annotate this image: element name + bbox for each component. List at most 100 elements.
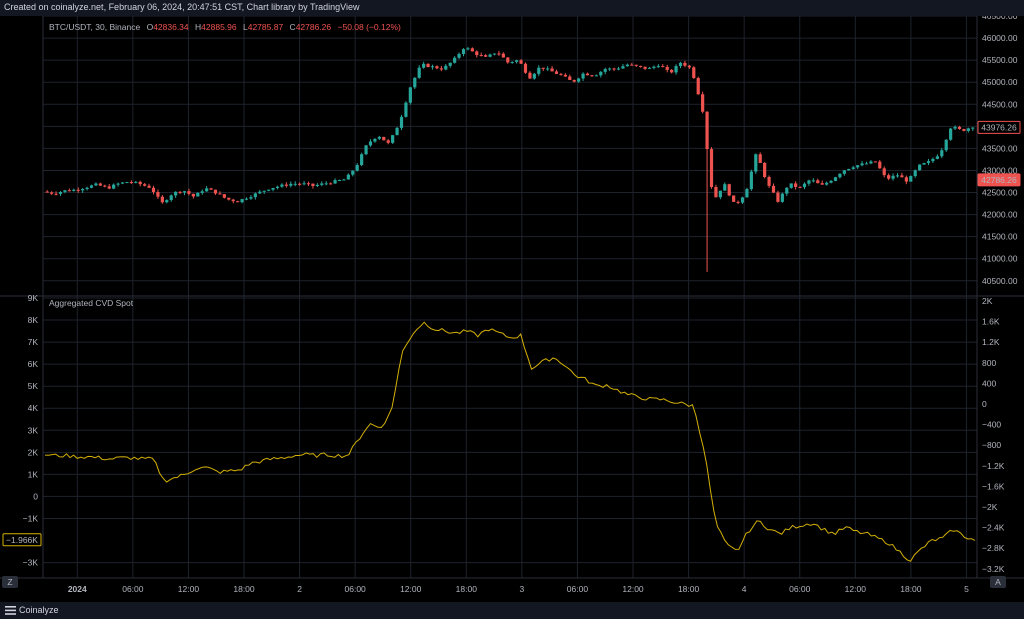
cvd-last-value-label: −1.966K	[6, 535, 38, 545]
candle-body	[120, 182, 125, 184]
candle-body	[577, 78, 581, 82]
candle-body	[878, 161, 882, 169]
candle-body	[85, 187, 89, 190]
candle-body	[107, 186, 111, 189]
cvd-right-tick-label: 1.2K	[982, 337, 1000, 347]
candle-body	[922, 163, 926, 165]
price-tick-label: 42000.00	[982, 210, 1018, 220]
cvd-left-tick-label: 0	[33, 491, 38, 501]
cvd-last-value-label-bg	[2, 533, 42, 547]
chart-canvas[interactable]: 46500.00 46000.00 45500.00 45000.00 44500.00…	[0, 16, 1024, 602]
candle-body	[89, 185, 94, 188]
candle-body	[909, 176, 913, 182]
candle-body	[45, 191, 49, 193]
candle-body	[625, 64, 629, 67]
candle-body	[727, 184, 731, 196]
candle-body	[723, 184, 727, 191]
candle-body	[116, 183, 120, 185]
candle-body	[218, 193, 222, 195]
candle-body	[306, 183, 311, 185]
candle-body	[63, 190, 67, 192]
cvd-left-axis[interactable]: 9K 8K 7K 6K 5K 4K 3K 2K 1K 0 −1K −3K	[23, 293, 39, 568]
candle-body	[670, 69, 674, 73]
time-tick-label: 18:00	[233, 584, 255, 594]
candle-body	[298, 183, 302, 185]
candle-body	[594, 75, 598, 77]
cvd-line	[44, 321, 976, 562]
time-axis[interactable]: 2024 06:00 12:00 18:00 2 06:00 12:00 18:00 3 06:0…	[68, 584, 969, 594]
candle-body	[58, 191, 63, 194]
candle-body	[231, 199, 235, 202]
candle-body	[652, 66, 656, 68]
cvd-left-tick-label: −1K	[23, 513, 39, 523]
candle-body	[484, 55, 488, 57]
candle-body	[156, 192, 160, 197]
marker-price-label-bg	[977, 120, 1021, 134]
cvd-right-axis[interactable]: 2K 1.6K 1.2K 800 400 0 −400 −800 −1.2K −1.6K −2K −2…	[982, 296, 1005, 574]
candle-body	[559, 73, 563, 75]
candle-body	[838, 173, 842, 178]
candle-body	[957, 126, 962, 130]
candle-body	[767, 177, 771, 186]
candle-body	[820, 183, 824, 185]
candle-body	[262, 190, 266, 192]
candle-body	[807, 180, 811, 184]
candle-body	[599, 71, 603, 76]
candle-body	[391, 135, 395, 143]
candle-body	[882, 168, 886, 176]
candle-body	[178, 191, 182, 193]
legend-high-label: H	[195, 22, 201, 32]
candle-body	[754, 154, 758, 172]
candle-body	[900, 175, 904, 178]
cvd-left-tick-label: 8K	[28, 315, 39, 325]
candle-body	[705, 111, 709, 150]
candle-body	[258, 191, 262, 194]
candle-body	[430, 66, 435, 68]
candle-body	[789, 183, 793, 188]
cvd-right-tick-label: −1.2K	[982, 461, 1005, 471]
price-axis[interactable]: 46500.00 46000.00 45500.00 45000.00 44500.00…	[982, 16, 1018, 286]
candle-body	[847, 168, 851, 171]
legend-close: 42786.26	[296, 22, 332, 32]
candle-body	[656, 66, 660, 68]
cvd-right-tick-label: 2K	[982, 296, 993, 306]
candle-body	[435, 66, 439, 69]
candle-body	[227, 197, 231, 200]
candle-body	[608, 68, 612, 70]
candle-body	[426, 63, 430, 68]
candle-body	[399, 116, 404, 128]
candle-body	[129, 182, 133, 184]
candle-body	[351, 170, 355, 175]
candle-body	[904, 177, 908, 182]
candle-body	[537, 67, 541, 74]
candle-body	[94, 183, 98, 186]
menu-icon	[5, 605, 16, 615]
auto-scale-button[interactable]	[990, 576, 1006, 588]
cvd-title: Aggregated CVD Spot	[49, 298, 134, 308]
candle-body	[776, 192, 780, 202]
brand[interactable]: Coinalyze	[5, 605, 59, 615]
candle-body	[368, 141, 373, 146]
candle-body	[422, 63, 426, 68]
candle-body	[386, 140, 390, 143]
candle-body	[72, 189, 76, 192]
candle-body	[284, 184, 288, 186]
candle-body	[453, 57, 457, 63]
candle-body	[444, 65, 448, 70]
legend-symbol: BTC/USDT, 30, Binance	[49, 22, 140, 32]
time-tick-label: 2	[297, 584, 302, 594]
candle-body	[413, 77, 417, 88]
candle-body	[949, 128, 953, 140]
left-corner-button[interactable]	[2, 576, 18, 588]
candle-body	[554, 71, 559, 74]
price-tick-label: 42500.00	[982, 188, 1018, 198]
candle-body	[182, 191, 187, 193]
cvd-right-tick-label: −800	[982, 440, 1001, 450]
candle-body	[736, 201, 740, 203]
candle-body	[687, 65, 691, 68]
time-tick-label: 5	[964, 584, 969, 594]
legend-low: 42785.87	[248, 22, 284, 32]
candle-body	[187, 191, 191, 194]
candle-body	[475, 51, 479, 56]
candle-body	[404, 102, 408, 117]
